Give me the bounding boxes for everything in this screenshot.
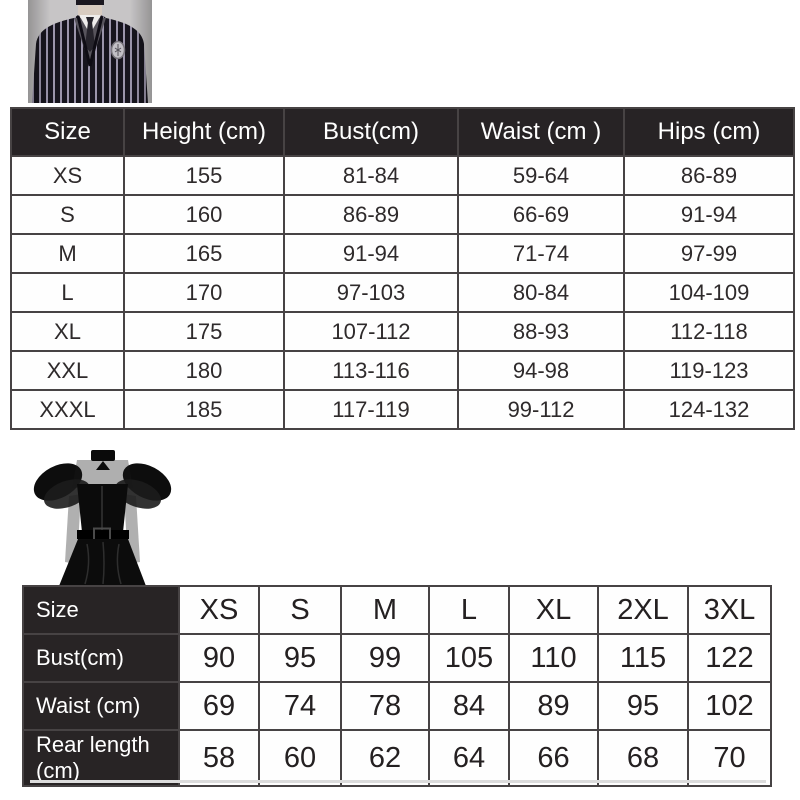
table-cell: 90 <box>178 633 260 683</box>
table-cell: 59-64 <box>457 155 625 196</box>
column-header-waist: Waist (cm ) <box>457 107 625 157</box>
dress-product-image <box>25 444 180 586</box>
adult-table-header-row: Size Height (cm) Bust(cm) Waist (cm ) Hi… <box>10 107 795 157</box>
table-row-s: S 160 86-89 66-69 91-94 <box>10 194 795 235</box>
column-header-xl: XL <box>508 585 599 635</box>
table-cell: 86-89 <box>283 194 459 235</box>
table-cell: 115 <box>597 633 689 683</box>
column-header-xs: XS <box>178 585 260 635</box>
column-header-bust: Bust(cm) <box>283 107 459 157</box>
row-header-waist: Waist (cm) <box>22 681 180 731</box>
dress-table-row-bust: Bust(cm) 90 95 99 105 110 115 122 <box>22 633 772 683</box>
table-cell: 107-112 <box>283 311 459 352</box>
table-cell: 95 <box>258 633 342 683</box>
table-cell: 80-84 <box>457 272 625 313</box>
size-cell: XL <box>10 311 125 352</box>
size-cell: L <box>10 272 125 313</box>
table-cell: 117-119 <box>283 389 459 430</box>
table-cell: 102 <box>687 681 772 731</box>
column-header-hips: Hips (cm) <box>623 107 795 157</box>
dress-size-table: Size XS S M L XL 2XL 3XL Bust(cm) 90 95 … <box>22 585 772 787</box>
table-cell: 94-98 <box>457 350 625 391</box>
size-cell: XS <box>10 155 125 196</box>
size-cell: M <box>10 233 125 274</box>
table-cell: 99 <box>340 633 430 683</box>
column-header-2xl: 2XL <box>597 585 689 635</box>
dress-table-header-row: Size XS S M L XL 2XL 3XL <box>22 585 772 635</box>
table-cell: 66 <box>508 729 599 787</box>
column-header-l: L <box>428 585 510 635</box>
column-header-s: S <box>258 585 342 635</box>
table-cell: 165 <box>123 233 285 274</box>
table-cell: 112-118 <box>623 311 795 352</box>
table-cell: 89 <box>508 681 599 731</box>
table-cell: 124-132 <box>623 389 795 430</box>
table-cell: 180 <box>123 350 285 391</box>
size-cell: XXXL <box>10 389 125 430</box>
size-cell: S <box>10 194 125 235</box>
table-cell: 84 <box>428 681 510 731</box>
table-cell: 66-69 <box>457 194 625 235</box>
row-header-size: Size <box>22 585 180 635</box>
table-row-l: L 170 97-103 80-84 104-109 <box>10 272 795 313</box>
table-cell: 105 <box>428 633 510 683</box>
table-cell: 69 <box>178 681 260 731</box>
table-cell: 68 <box>597 729 689 787</box>
table-cell: 155 <box>123 155 285 196</box>
dress-table-row-rear-length: Rear length (cm) 58 60 62 64 66 68 70 <box>22 729 772 787</box>
dress-table-row-waist: Waist (cm) 69 74 78 84 89 95 102 <box>22 681 772 731</box>
table-cell: 104-109 <box>623 272 795 313</box>
table-cell: 64 <box>428 729 510 787</box>
table-cell: 81-84 <box>283 155 459 196</box>
table-cell: 119-123 <box>623 350 795 391</box>
table-cell: 91-94 <box>623 194 795 235</box>
table-row-xxxl: XXXL 185 117-119 99-112 124-132 <box>10 389 795 430</box>
suit-product-image <box>28 0 152 103</box>
table-row-m: M 165 91-94 71-74 97-99 <box>10 233 795 274</box>
column-header-height: Height (cm) <box>123 107 285 157</box>
table-cell: 160 <box>123 194 285 235</box>
table-row-xs: XS 155 81-84 59-64 86-89 <box>10 155 795 196</box>
table-cell: 91-94 <box>283 233 459 274</box>
table-cell: 110 <box>508 633 599 683</box>
dress-illustration <box>25 444 180 586</box>
table-cell: 185 <box>123 389 285 430</box>
table-cell: 122 <box>687 633 772 683</box>
column-header-size: Size <box>10 107 125 157</box>
table-cell: 88-93 <box>457 311 625 352</box>
suit-illustration <box>28 0 152 103</box>
table-cell: 62 <box>340 729 430 787</box>
table-cell: 70 <box>687 729 772 787</box>
table-row-xl: XL 175 107-112 88-93 112-118 <box>10 311 795 352</box>
row-header-rear-length: Rear length (cm) <box>22 729 180 787</box>
column-header-m: M <box>340 585 430 635</box>
table-cell: 58 <box>178 729 260 787</box>
row-header-bust: Bust(cm) <box>22 633 180 683</box>
table-cell: 60 <box>258 729 342 787</box>
column-header-3xl: 3XL <box>687 585 772 635</box>
size-cell: XXL <box>10 350 125 391</box>
adult-size-table: Size Height (cm) Bust(cm) Waist (cm ) Hi… <box>10 107 795 430</box>
table-cell: 97-99 <box>623 233 795 274</box>
table-cell: 95 <box>597 681 689 731</box>
table-cell: 175 <box>123 311 285 352</box>
table-cell: 74 <box>258 681 342 731</box>
table-row-xxl: XXL 180 113-116 94-98 119-123 <box>10 350 795 391</box>
table-shadow <box>30 780 766 783</box>
table-cell: 78 <box>340 681 430 731</box>
table-cell: 97-103 <box>283 272 459 313</box>
table-cell: 113-116 <box>283 350 459 391</box>
table-cell: 99-112 <box>457 389 625 430</box>
table-cell: 71-74 <box>457 233 625 274</box>
table-cell: 170 <box>123 272 285 313</box>
table-cell: 86-89 <box>623 155 795 196</box>
